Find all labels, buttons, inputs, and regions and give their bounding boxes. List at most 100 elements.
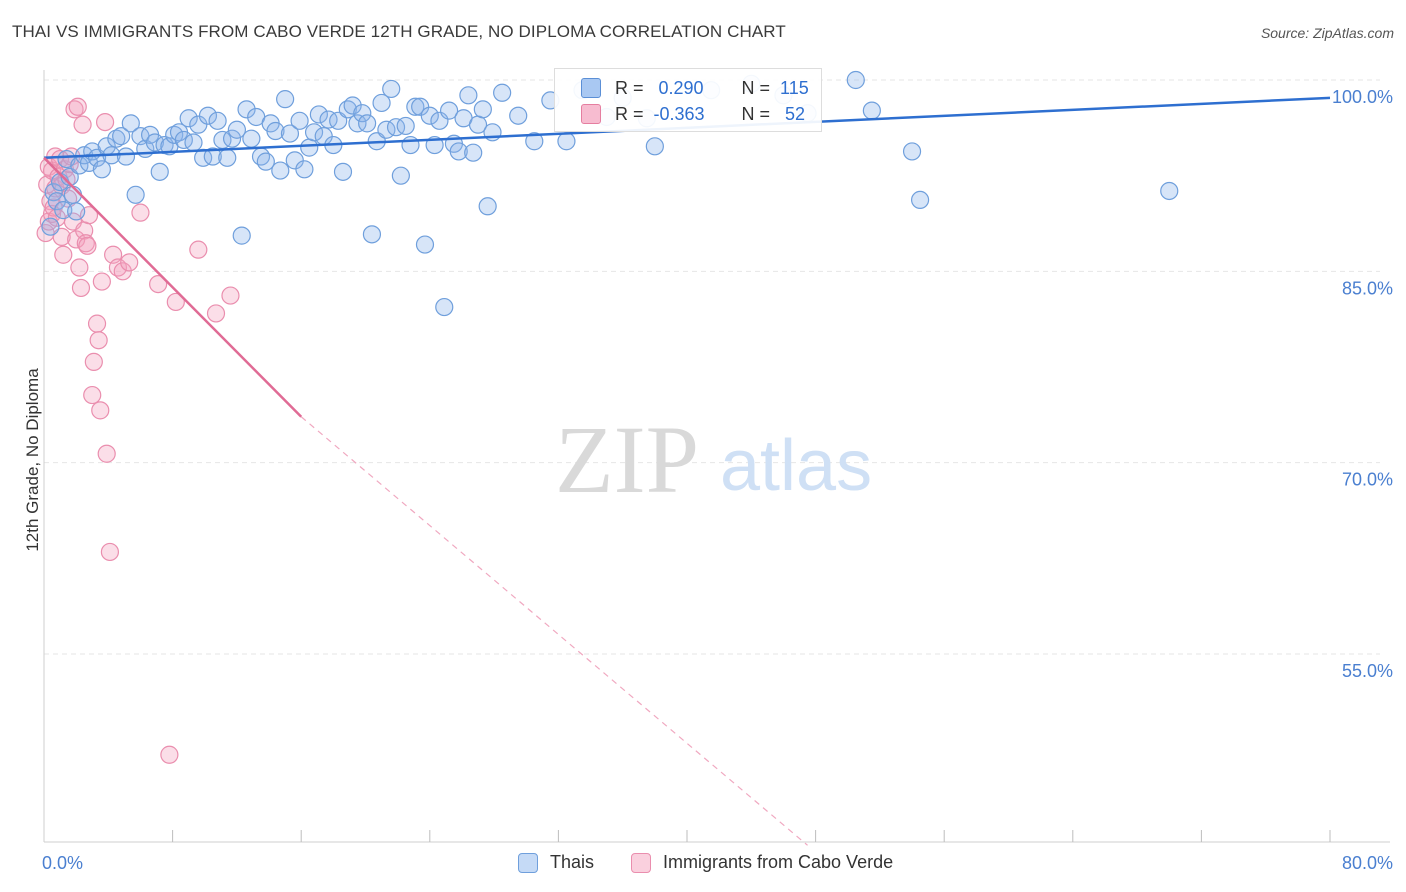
y-tick-label: 100.0% bbox=[1332, 87, 1393, 107]
thai-point bbox=[47, 192, 66, 211]
cabo-verde-point bbox=[87, 314, 107, 333]
n-value: 115 bbox=[780, 77, 809, 98]
thai-point bbox=[309, 105, 328, 124]
n-value: 52 bbox=[780, 103, 806, 124]
cabo-verde-point bbox=[97, 444, 116, 463]
thai-point bbox=[473, 100, 492, 119]
thai-point bbox=[902, 142, 922, 161]
thai-point bbox=[372, 93, 391, 113]
thai-point bbox=[391, 166, 410, 185]
thai-point bbox=[415, 235, 435, 254]
watermark: ZIP atlas bbox=[555, 406, 872, 513]
thai-point bbox=[358, 114, 377, 133]
thai-point bbox=[198, 106, 218, 125]
thai-point bbox=[256, 152, 275, 171]
thai-point bbox=[343, 96, 362, 115]
thai-point bbox=[319, 110, 338, 129]
legend-item-cabo-verde[interactable]: Immigrants from Cabo Verde bbox=[631, 852, 893, 873]
thai-point bbox=[266, 121, 285, 141]
thai-point bbox=[271, 161, 290, 180]
thai-point bbox=[525, 132, 544, 151]
cabo-verde-point bbox=[206, 304, 226, 323]
thai-point bbox=[300, 138, 319, 157]
thai-point bbox=[54, 201, 73, 220]
thai-point bbox=[862, 101, 881, 120]
legend-label: Thais bbox=[550, 852, 595, 872]
r-value: 0.290 bbox=[653, 77, 704, 98]
thai-point bbox=[509, 106, 528, 125]
n-label: N = bbox=[741, 103, 771, 124]
thai-point bbox=[237, 100, 256, 119]
thai-point bbox=[107, 129, 126, 148]
thai-point bbox=[179, 109, 198, 128]
thai-point bbox=[232, 226, 251, 245]
thai-point bbox=[295, 160, 314, 179]
cabo-verde-swatch-icon bbox=[581, 104, 601, 124]
thai-point bbox=[222, 129, 242, 148]
r-label: R = bbox=[615, 103, 644, 124]
cabo-verde-trend-extension bbox=[300, 416, 808, 846]
thai-point bbox=[208, 111, 227, 130]
cabo-verde-point bbox=[120, 253, 139, 272]
thai-point bbox=[557, 132, 576, 151]
thai-point bbox=[449, 142, 468, 161]
cabo-verde-point bbox=[91, 401, 110, 420]
cabo-verde-point bbox=[160, 745, 179, 764]
thai-point bbox=[348, 114, 367, 133]
cabo-verde-point bbox=[113, 262, 132, 281]
cabo-verde-point bbox=[131, 203, 150, 222]
cabo-verde-point bbox=[84, 352, 103, 371]
stats-box: R = 0.290 N = 115 R = -0.363 N = 52 bbox=[554, 68, 822, 132]
r-label: R = bbox=[615, 77, 644, 98]
cabo-verde-point bbox=[52, 227, 71, 246]
cabo-verde-legend-swatch-icon bbox=[631, 852, 651, 873]
thai-point bbox=[121, 114, 140, 133]
thai-point bbox=[645, 137, 664, 156]
thai-point bbox=[67, 202, 86, 221]
thai-point bbox=[92, 160, 111, 179]
thai-point bbox=[353, 104, 372, 123]
thai-point bbox=[203, 147, 222, 166]
axes bbox=[43, 70, 1390, 843]
stats-row-cabo-verde: R = -0.363 N = 52 bbox=[581, 101, 805, 127]
watermark-atlas: atlas bbox=[720, 426, 872, 506]
thai-point bbox=[1160, 181, 1179, 201]
thai-point bbox=[165, 125, 184, 144]
cabo-verde-point bbox=[71, 278, 91, 298]
chart-title: THAI VS IMMIGRANTS FROM CABO VERDE 12TH … bbox=[12, 22, 786, 41]
thai-point bbox=[116, 147, 136, 166]
cabo-verde-point bbox=[189, 240, 208, 259]
thai-point bbox=[150, 162, 169, 181]
thai-legend-swatch-icon bbox=[518, 852, 538, 873]
thai-point bbox=[435, 297, 454, 317]
thai-point bbox=[333, 162, 353, 181]
y-tick-label: 85.0% bbox=[1342, 278, 1393, 298]
x-tick-label-min: 0.0% bbox=[42, 853, 83, 873]
cabo-verde-point bbox=[221, 286, 240, 305]
thai-point bbox=[41, 217, 60, 236]
cabo-verde-point bbox=[65, 100, 84, 119]
cabo-verde-point bbox=[100, 542, 120, 562]
cabo-verde-trend-line bbox=[43, 156, 303, 418]
thai-point bbox=[396, 116, 415, 136]
thai-point bbox=[386, 118, 406, 137]
legend-item-thais[interactable]: Thais bbox=[518, 852, 594, 873]
cabo-verde-point bbox=[68, 97, 87, 116]
grid-lines bbox=[44, 79, 1380, 655]
source-credit: Source: ZipAtlas.com bbox=[1260, 25, 1394, 41]
thai-point bbox=[184, 133, 203, 152]
watermark-zip: ZIP bbox=[555, 406, 699, 513]
thai-point bbox=[63, 185, 83, 204]
thai-point bbox=[493, 83, 512, 102]
thai-point bbox=[218, 148, 237, 167]
legend-label: Immigrants from Cabo Verde bbox=[663, 852, 894, 872]
cabo-verde-points bbox=[36, 97, 240, 764]
thai-point bbox=[362, 225, 382, 244]
cabo-verde-point bbox=[92, 272, 111, 291]
r-value: -0.363 bbox=[653, 103, 705, 124]
thai-point bbox=[478, 197, 497, 216]
cabo-verde-point bbox=[83, 385, 102, 405]
thai-point bbox=[276, 90, 295, 109]
cabo-verde-point bbox=[50, 149, 70, 169]
cabo-verde-point bbox=[54, 245, 73, 264]
